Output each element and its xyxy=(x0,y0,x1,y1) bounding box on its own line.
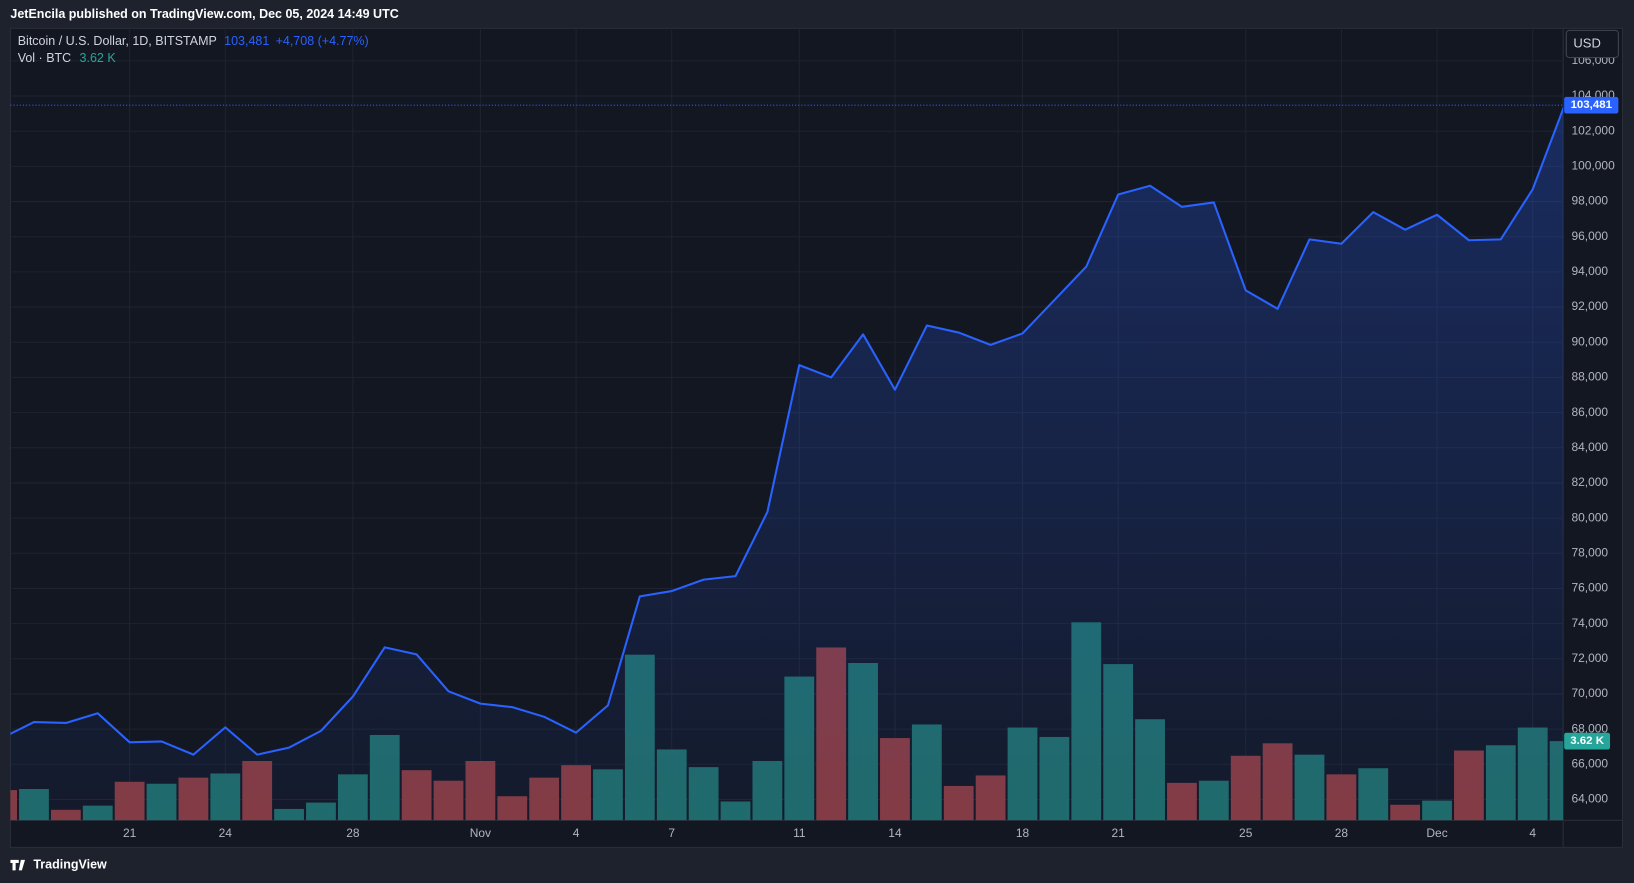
last-price-box xyxy=(1564,96,1619,114)
y-tick-label: 94,000 xyxy=(1571,264,1608,278)
last-price: 103,481 xyxy=(224,34,269,48)
x-tick-label: Nov xyxy=(470,826,491,840)
currency-label: USD xyxy=(1573,35,1600,50)
x-tick-label: 21 xyxy=(1112,826,1126,840)
price-change: +4,708 (+4.77%) xyxy=(276,34,369,48)
legend: Bitcoin / U.S. Dollar, 1D, BITSTAMP 103,… xyxy=(18,34,369,65)
y-tick-label: 90,000 xyxy=(1571,334,1608,348)
x-tick-label: Dec xyxy=(1426,826,1447,840)
x-tick-label: 24 xyxy=(219,826,233,840)
logo-text: TradingView xyxy=(33,857,107,871)
volume-value: 3.62 K xyxy=(80,51,117,65)
y-tick-label: 84,000 xyxy=(1571,440,1608,454)
x-tick-label: 28 xyxy=(1335,826,1349,840)
y-tick-label: 76,000 xyxy=(1571,581,1608,595)
x-tick-label: 18 xyxy=(1016,826,1030,840)
y-tick-label: 100,000 xyxy=(1571,159,1615,173)
currency-button xyxy=(1565,29,1619,59)
price xyxy=(10,106,1564,821)
last-price-label: 103,481 xyxy=(1571,99,1613,111)
y-tick-label: 80,000 xyxy=(1571,510,1608,524)
x-tick-label: 28 xyxy=(346,826,360,840)
footer-logo: TradingView xyxy=(10,857,107,871)
y-tick-label: 74,000 xyxy=(1571,616,1608,630)
x-tick-label: 11 xyxy=(793,826,806,840)
y-tick-label: 64,000 xyxy=(1571,792,1608,806)
volume-label: 3.62 K xyxy=(1570,735,1604,747)
y-tick-label: 92,000 xyxy=(1571,299,1608,313)
publisher: JetEncila published on TradingView.com, … xyxy=(10,7,398,21)
y-tick-label: 66,000 xyxy=(1571,756,1608,770)
x-tick-label: 21 xyxy=(123,826,137,840)
y-tick-label: 68,000 xyxy=(1571,721,1608,735)
y-tick-label: 82,000 xyxy=(1571,475,1608,489)
x-tick-label: 4 xyxy=(1529,826,1536,840)
axes: 64,000 66,000 68,000 70,000 72,000 74,000 76,0… xyxy=(10,29,1619,840)
y-tick-label: 98,000 xyxy=(1571,194,1608,208)
y-tick-label: 70,000 xyxy=(1571,686,1608,700)
volume-name: Vol · BTC xyxy=(18,51,72,65)
y-tick-label: 78,000 xyxy=(1571,545,1608,559)
y-tick-label: 72,000 xyxy=(1571,651,1608,665)
volume-box xyxy=(1564,732,1611,750)
y-tick-label: 86,000 xyxy=(1571,405,1608,419)
symbol-name: Bitcoin / U.S. Dollar, 1D, BITSTAMP xyxy=(18,34,217,48)
x-tick-label: 25 xyxy=(1239,826,1253,840)
y-tick-label: 96,000 xyxy=(1571,229,1608,243)
logo-icon xyxy=(10,859,26,871)
x-tick-label: 7 xyxy=(668,826,675,840)
x-tick-label: 4 xyxy=(573,826,580,840)
x-tick-label: 14 xyxy=(888,826,902,840)
price-area xyxy=(10,109,1564,821)
y-tick-label: 102,000 xyxy=(1571,123,1615,137)
y-tick-label: 88,000 xyxy=(1571,370,1608,384)
price-line xyxy=(10,106,1564,756)
